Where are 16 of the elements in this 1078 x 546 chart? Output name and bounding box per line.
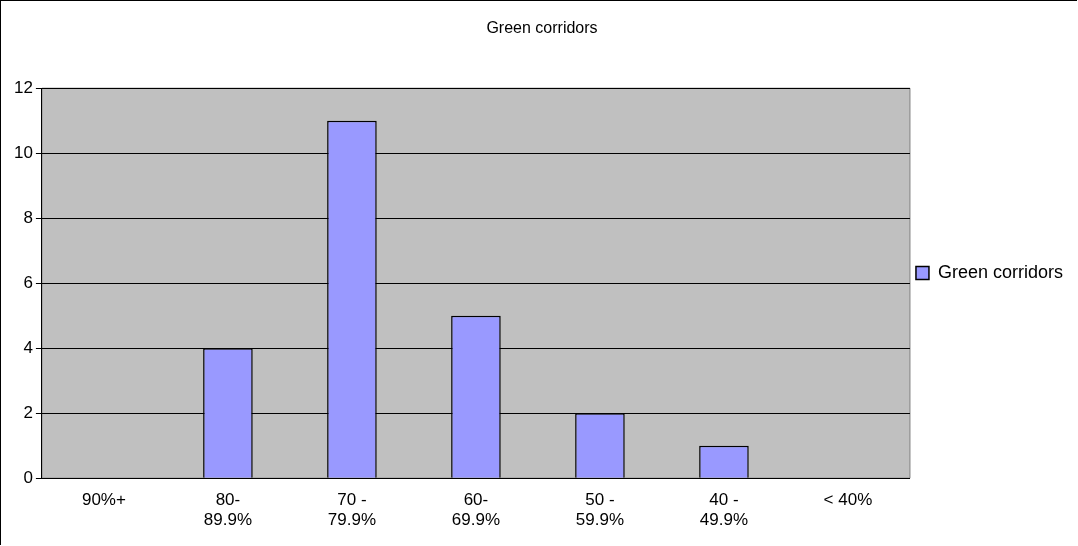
y-tick-label: 4 xyxy=(23,337,33,357)
x-tick-label: 80-89.9% xyxy=(203,490,253,530)
x-tick-label: < 40% xyxy=(823,490,873,510)
x-tick-label: 40 - 49.9% xyxy=(699,490,749,530)
x-tick-label: 90%+ xyxy=(81,490,126,510)
x-tick-label: 70 - 79.9% xyxy=(327,490,377,530)
chart-title: Green corridors xyxy=(486,19,598,37)
y-tick-label: 10 xyxy=(13,142,33,162)
y-tick-label: 2 xyxy=(23,402,33,422)
y-tick-label: 6 xyxy=(23,272,33,292)
x-tick-label: 60-69.9% xyxy=(451,490,501,530)
y-tick-label: 0 xyxy=(23,467,33,487)
y-tick-label: 8 xyxy=(23,207,33,227)
y-tick-label: 12 xyxy=(13,77,33,97)
x-tick-label: 50 - 59.9% xyxy=(575,490,625,530)
legend-label: Green corridors xyxy=(937,261,1063,282)
